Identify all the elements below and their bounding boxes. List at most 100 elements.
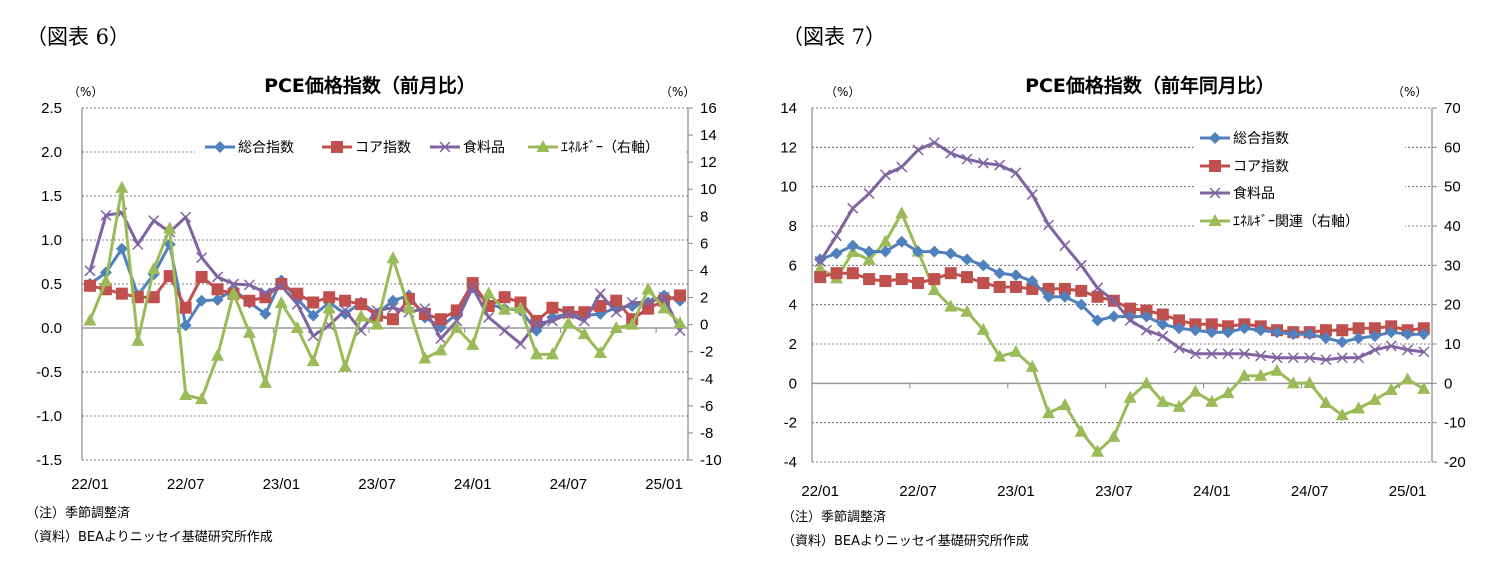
legend-marker [1209,132,1221,144]
data-point [1254,324,1267,337]
x-tick-label: 22/07 [899,483,937,500]
legend-marker [1208,214,1222,226]
data-point [514,301,528,314]
data-point [993,267,1006,280]
data-point [1042,290,1055,303]
data-point [814,271,827,284]
y2-tick-label: 70 [1444,100,1461,117]
data-point [1303,328,1316,341]
data-point [99,274,113,287]
data-point [212,271,224,283]
data-point [1336,352,1348,364]
legend-marker [331,141,343,153]
data-point [482,286,496,299]
data-point [1205,326,1218,339]
data-point [1156,318,1169,331]
legend-item: ｴﾈﾙｷﾞｰ関連（右軸） [1200,214,1359,230]
left-axis-unit: （%） [825,85,860,99]
y-tick-label: -4 [784,454,797,471]
data-point [274,295,288,308]
data-point [1352,332,1365,345]
y2-tick-label: 10 [700,181,717,198]
y2-tick-label: 4 [700,262,708,279]
legend-item: 総合指数 [1200,131,1289,147]
data-point [195,294,208,307]
data-point [1335,408,1349,421]
data-point [291,287,304,300]
data-point [1222,326,1235,339]
y-tick-label: -1.5 [36,452,62,469]
data-point [879,169,891,181]
data-point [1417,328,1430,341]
y-tick-label: 14 [780,100,797,117]
data-point [1009,269,1022,282]
data-point [1319,396,1333,408]
data-point [1173,342,1185,354]
data-point [1287,352,1299,364]
data-point [1385,340,1397,352]
legend-marker [439,141,451,153]
series-line [819,271,1424,334]
data-point [1156,308,1169,321]
data-point [451,315,463,327]
data-point [1124,314,1136,326]
data-point [1205,394,1219,407]
data-point [545,347,559,360]
data-point [993,349,1007,362]
y2-tick-label: 0 [700,317,708,334]
data-point [862,252,876,265]
data-point [1385,326,1398,339]
y-tick-label: 12 [780,139,797,156]
data-point [163,221,177,234]
y2-tick-label: -6 [700,398,713,415]
data-point [830,247,843,260]
data-point [945,147,957,159]
legend-marker [1209,187,1221,199]
data-point [1189,324,1202,337]
data-point [1188,384,1202,397]
data-point [434,343,448,356]
data-point [466,277,479,290]
data-point [450,321,464,333]
data-point [928,245,941,258]
data-point [1238,348,1250,360]
data-point [1336,324,1349,337]
y2-tick-label: 50 [1444,179,1461,196]
data-point [83,279,96,292]
data-point [1206,348,1218,360]
data-point [1369,344,1381,356]
data-point [1058,290,1071,303]
data-point [339,294,352,307]
y-tick-label: 2.5 [41,100,62,117]
data-point [610,306,622,318]
y-tick-label: -2 [784,415,797,432]
data-point [1271,326,1283,339]
data-point [1417,381,1431,394]
data-point [1059,240,1071,252]
data-point [594,288,606,300]
data-point [291,298,303,310]
y-tick-label: -1.0 [36,408,62,425]
data-point [944,267,957,280]
series-line [819,240,1424,344]
data-point [879,275,892,288]
data-point [1173,322,1186,335]
data-point [148,215,160,227]
x-tick-label: 24/01 [1193,483,1231,500]
data-point [674,289,687,302]
y-tick-label: 2.0 [41,144,62,161]
right-axis-unit: （%） [660,85,695,99]
figure-label-7: （図表 7） [782,25,886,49]
data-point [307,296,320,309]
data-point [195,270,208,283]
data-point [609,321,623,333]
x-tick-label: 23/01 [263,476,301,493]
y2-tick-label: 20 [1444,297,1461,314]
data-point [626,296,638,309]
data-point [100,209,112,221]
data-point [196,252,208,264]
data-point [960,304,974,317]
legend-marker [214,141,226,153]
data-point [1353,352,1365,364]
